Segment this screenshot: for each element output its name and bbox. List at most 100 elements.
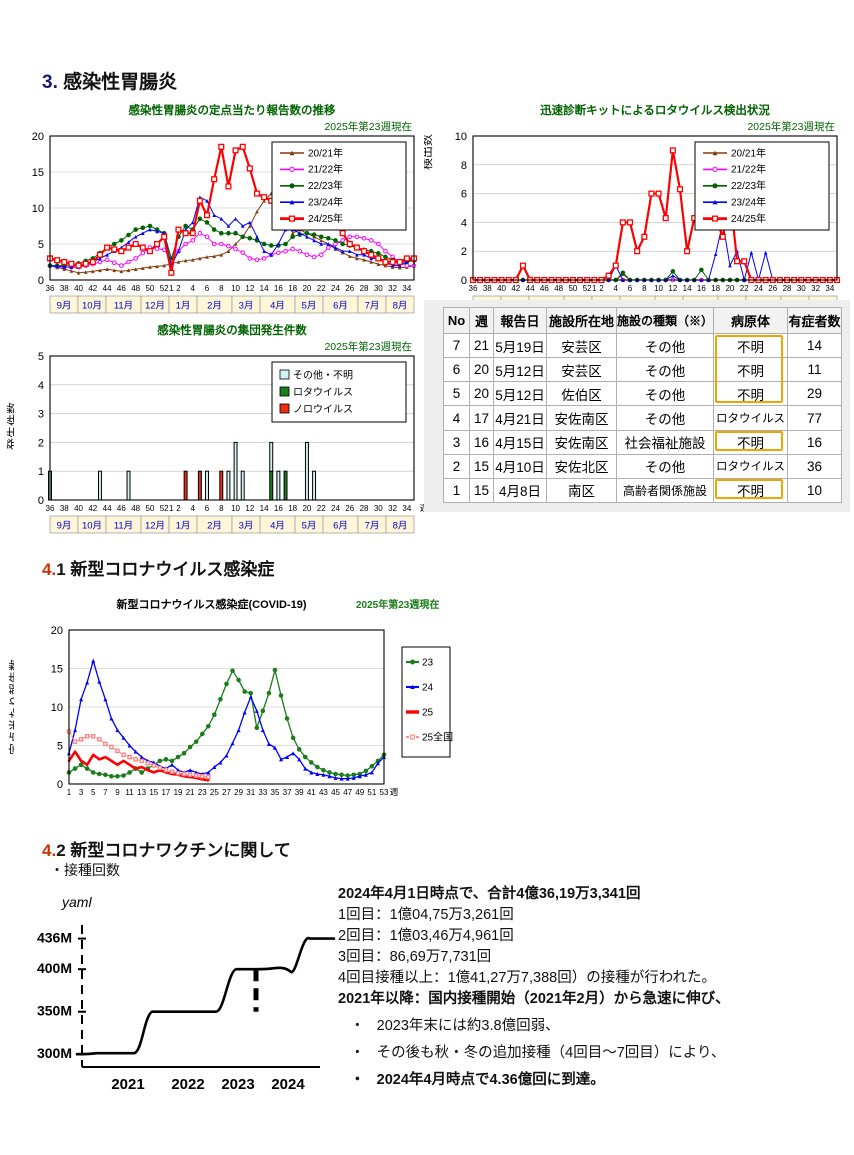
svg-text:40: 40: [74, 284, 83, 293]
svg-text:11: 11: [125, 788, 134, 797]
svg-text:32: 32: [388, 284, 397, 293]
svg-text:22/23年: 22/23年: [731, 179, 766, 192]
svg-text:2: 2: [176, 504, 181, 513]
svg-text:8: 8: [219, 284, 224, 293]
svg-text:14: 14: [683, 284, 692, 293]
svg-text:48: 48: [131, 504, 140, 513]
svg-text:ノロウイルス: ノロウイルス: [293, 403, 353, 415]
svg-text:18: 18: [711, 284, 720, 293]
svg-text:22/23年: 22/23年: [308, 179, 343, 192]
svg-text:新型コロナウイルス感染症(COVID-19): 新型コロナウイルス感染症(COVID-19): [116, 597, 306, 611]
svg-text:38: 38: [60, 504, 69, 513]
svg-text:15: 15: [32, 167, 44, 179]
svg-text:1: 1: [67, 788, 72, 797]
svg-text:12: 12: [668, 284, 677, 293]
svg-text:26: 26: [345, 504, 354, 513]
svg-text:4: 4: [191, 504, 196, 513]
svg-text:30: 30: [374, 504, 383, 513]
svg-text:1: 1: [38, 466, 44, 478]
svg-text:16: 16: [697, 284, 706, 293]
svg-text:0: 0: [461, 275, 467, 287]
svg-text:11月: 11月: [114, 301, 133, 312]
svg-text:6: 6: [205, 504, 210, 513]
svg-text:50: 50: [145, 284, 154, 293]
svg-text:11月: 11月: [114, 521, 133, 532]
svg-text:46: 46: [117, 284, 126, 293]
svg-text:26: 26: [345, 284, 354, 293]
svg-text:52: 52: [583, 284, 592, 293]
svg-text:7月: 7月: [365, 521, 380, 532]
svg-text:34: 34: [402, 504, 411, 513]
svg-text:12: 12: [245, 284, 254, 293]
svg-text:21/22年: 21/22年: [731, 163, 766, 176]
svg-text:21: 21: [186, 788, 195, 797]
svg-text:10: 10: [32, 203, 44, 215]
svg-text:52: 52: [160, 284, 169, 293]
svg-text:49: 49: [355, 788, 364, 797]
svg-text:21/22年: 21/22年: [308, 163, 343, 176]
svg-text:4: 4: [614, 284, 619, 293]
svg-text:4月: 4月: [270, 301, 285, 312]
svg-text:43: 43: [319, 788, 328, 797]
svg-text:3月: 3月: [239, 301, 254, 312]
svg-text:45: 45: [331, 788, 340, 797]
svg-text:7月: 7月: [365, 301, 380, 312]
svg-text:53: 53: [380, 788, 389, 797]
svg-text:52: 52: [160, 504, 169, 513]
svg-text:46: 46: [117, 504, 126, 513]
svg-text:42: 42: [88, 284, 97, 293]
svg-text:28: 28: [783, 284, 792, 293]
svg-text:24/25年: 24/25年: [731, 212, 766, 225]
svg-text:34: 34: [402, 284, 411, 293]
svg-text:15: 15: [51, 664, 63, 676]
svg-text:47: 47: [343, 788, 352, 797]
svg-text:8月: 8月: [393, 301, 408, 312]
svg-text:0: 0: [38, 495, 44, 507]
svg-text:17: 17: [161, 788, 170, 797]
svg-text:14: 14: [260, 504, 269, 513]
svg-text:6月: 6月: [333, 521, 348, 532]
svg-text:8: 8: [461, 160, 467, 172]
svg-text:2: 2: [599, 284, 604, 293]
svg-text:12: 12: [245, 504, 254, 513]
svg-text:50: 50: [145, 504, 154, 513]
svg-text:33: 33: [258, 788, 267, 797]
svg-text:23: 23: [198, 788, 207, 797]
svg-text:10月: 10月: [82, 521, 102, 532]
svg-text:10: 10: [51, 702, 63, 714]
svg-text:34: 34: [825, 284, 834, 293]
svg-text:20/21年: 20/21年: [731, 146, 766, 159]
svg-text:ロタウイルス: ロタウイルス: [293, 386, 353, 398]
svg-text:5月: 5月: [302, 521, 317, 532]
svg-text:2: 2: [461, 246, 467, 258]
svg-text:9: 9: [115, 788, 120, 797]
svg-text:2月: 2月: [207, 301, 222, 312]
svg-text:37: 37: [283, 788, 292, 797]
svg-text:1: 1: [592, 284, 597, 293]
svg-text:350M: 350M: [37, 1003, 72, 1019]
svg-text:300M: 300M: [37, 1045, 72, 1061]
svg-text:週: 週: [390, 787, 399, 797]
svg-text:12月: 12月: [145, 301, 165, 312]
svg-text:31: 31: [246, 788, 255, 797]
svg-text:3: 3: [38, 409, 44, 421]
svg-text:8: 8: [642, 284, 647, 293]
svg-text:16: 16: [274, 504, 283, 513]
svg-text:36: 36: [46, 284, 55, 293]
svg-text:36: 36: [469, 284, 478, 293]
svg-text:436M: 436M: [37, 930, 72, 946]
svg-text:50: 50: [568, 284, 577, 293]
svg-text:20: 20: [302, 284, 311, 293]
svg-text:5: 5: [38, 351, 44, 363]
svg-text:51: 51: [367, 788, 376, 797]
svg-text:13: 13: [137, 788, 146, 797]
svg-text:19: 19: [174, 788, 183, 797]
svg-text:16: 16: [274, 284, 283, 293]
svg-text:10: 10: [231, 284, 240, 293]
svg-text:0: 0: [38, 275, 44, 287]
svg-text:20/21年: 20/21年: [308, 146, 343, 159]
svg-text:6: 6: [461, 189, 467, 201]
svg-text:1: 1: [169, 504, 174, 513]
svg-text:30: 30: [374, 284, 383, 293]
svg-text:その他・不明: その他・不明: [293, 368, 353, 381]
